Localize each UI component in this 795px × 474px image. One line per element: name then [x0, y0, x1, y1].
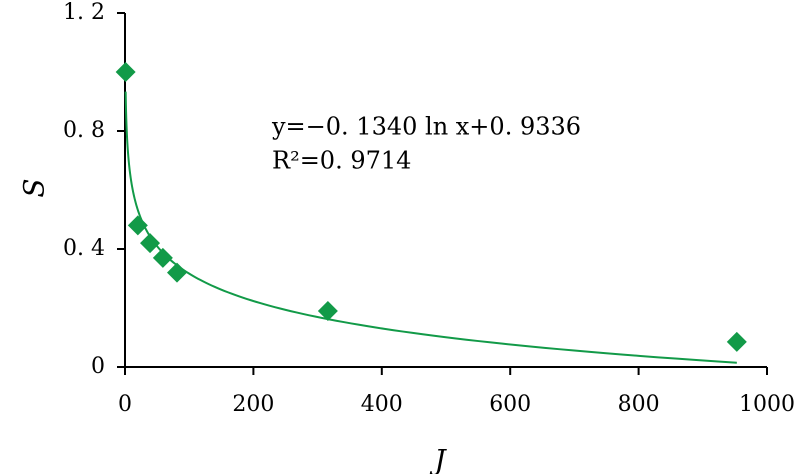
r-squared: R²=0. 9714 [272, 147, 411, 175]
x-tick-label: 1000 [739, 392, 795, 417]
y-tick-label: 1. 2 [63, 0, 105, 25]
x-tick-label: 200 [232, 392, 274, 417]
point [167, 262, 188, 283]
x-tick-label: 0 [118, 392, 132, 417]
y-axis-label: S [18, 178, 51, 197]
y-tick-label: 0. 4 [63, 236, 105, 261]
x-tick-label: 800 [618, 392, 660, 417]
y-tick-label: 0. 8 [63, 118, 105, 143]
point [140, 233, 161, 254]
y-tick-label: 0 [91, 354, 105, 379]
equation: y=−0. 1340 ln x+0. 9336 [271, 113, 581, 141]
point [127, 215, 148, 236]
x-axis-label: J [429, 444, 447, 474]
point [726, 331, 747, 352]
point [317, 300, 338, 321]
point [115, 62, 136, 82]
x-tick-label: 600 [489, 392, 531, 417]
x-tick-label: 400 [361, 392, 403, 417]
point [152, 247, 173, 268]
